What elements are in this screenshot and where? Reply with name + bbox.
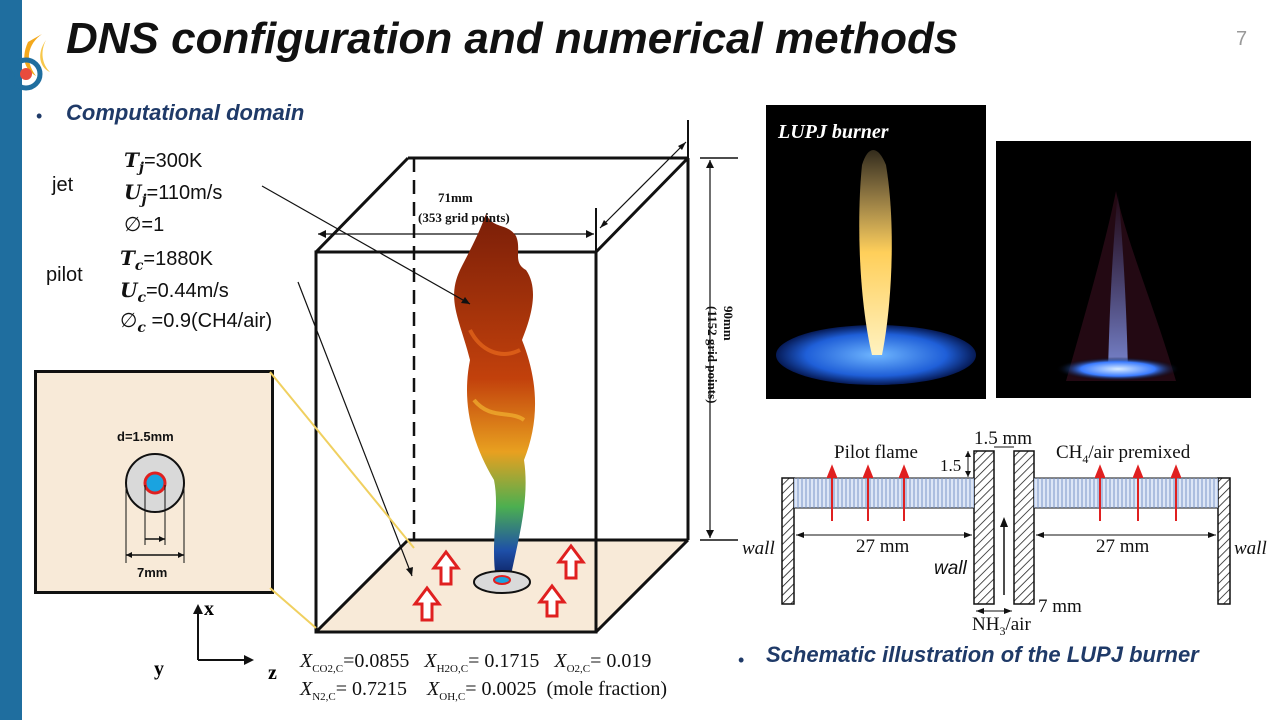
axis-z-label: z: [268, 662, 277, 684]
nozzle-cross-section: [125, 453, 185, 563]
width-label: 71mm: [438, 190, 473, 205]
nh3-flame-photo: [996, 141, 1251, 398]
inset-d-label: d=1.5mm: [117, 429, 174, 444]
slide-title: DNS configuration and numerical methods: [66, 14, 959, 63]
page-number: 7: [1236, 28, 1248, 50]
logo-icon: [9, 34, 50, 91]
side-label: 1.5: [940, 456, 962, 475]
photo-label: LUPJ burner: [778, 121, 889, 143]
jet-label: jet: [52, 174, 74, 196]
nh3-air-label: NH3/air: [972, 614, 1031, 638]
nozzle-inset: d=1.5mm 7mm: [34, 370, 274, 594]
wall-left-label: wall: [742, 538, 775, 559]
pilot-velocity: Uc=0.44m/s: [120, 278, 229, 306]
width-points-label: (353 grid points): [418, 210, 510, 225]
dim-inner-label: 7 mm: [1038, 596, 1082, 617]
pilot-equivalence: ∅c =0.9(CH4/air): [120, 310, 273, 336]
mole-fraction-line-2: XN2,C= 0.7215 XOH,C= 0.0025 (mole fracti…: [300, 678, 668, 703]
mole-fraction-line-1: XCO2,C=0.0855 XH2O,C= 0.1715 XO2,C= 0.01…: [300, 650, 652, 675]
pilot-label: pilot: [46, 264, 83, 286]
bullet-dot: •: [738, 650, 745, 670]
burner-schematic: [781, 446, 1231, 614]
pilot-temperature: Tc=1880K: [120, 246, 213, 274]
jet-velocity: Uj=110m/s: [124, 180, 223, 208]
pilot-flame-label: Pilot flame: [834, 442, 918, 463]
gap-label: 1.5 mm: [974, 428, 1033, 449]
wall-center-label: wall: [934, 558, 967, 579]
premixed-label: CH4/air premixed: [1056, 442, 1191, 466]
lupj-burner-photo: LUPJ burner: [766, 105, 986, 399]
dim-left-label: 27 mm: [856, 536, 910, 557]
flame-plume: [454, 214, 536, 580]
height-label: 90mm: [721, 306, 736, 341]
inset-outer-label: 7mm: [137, 565, 168, 580]
axis-y-label: y: [154, 658, 164, 680]
height-points-label: (1152 grid points): [705, 306, 720, 404]
inflow-arrows: [412, 543, 586, 622]
axis-x-label: x: [204, 598, 214, 620]
bullet-schematic: Schematic illustration of the LUPJ burne…: [766, 642, 1199, 667]
wall-right-label: wall: [1234, 538, 1267, 559]
bullet-dot: •: [36, 106, 43, 126]
jet-temperature: Tj=300K: [124, 148, 203, 176]
bullet-computational-domain: Computational domain: [66, 100, 305, 125]
jet-equivalence: ∅=1: [124, 214, 165, 236]
sidebar-bar: [0, 0, 22, 720]
dim-right-label: 27 mm: [1096, 536, 1150, 557]
